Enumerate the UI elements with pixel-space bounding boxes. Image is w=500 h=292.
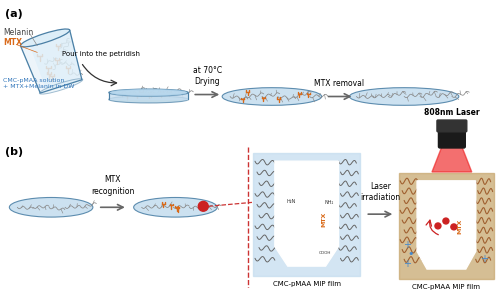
Text: at 70°C
Drying: at 70°C Drying [192,66,222,86]
Text: •: • [408,249,414,259]
FancyBboxPatch shape [399,173,494,279]
FancyBboxPatch shape [253,153,360,276]
Text: CMC-pMAA MIP film: CMC-pMAA MIP film [272,281,340,287]
Text: NH₂: NH₂ [324,200,334,205]
Polygon shape [417,181,476,269]
FancyBboxPatch shape [438,127,466,148]
Polygon shape [20,30,82,93]
Text: CMC-pMAA MIP film: CMC-pMAA MIP film [412,284,480,290]
Text: COOH: COOH [318,251,331,256]
Ellipse shape [20,29,70,47]
Circle shape [198,201,208,211]
Text: +: + [403,239,411,250]
Text: +: + [403,259,411,269]
Polygon shape [20,44,46,93]
Text: +: + [480,254,488,264]
Text: 808nm Laser: 808nm Laser [424,108,480,117]
Ellipse shape [109,96,188,103]
Text: Laser
irradiation: Laser irradiation [360,182,401,202]
Text: MTX removal: MTX removal [314,79,364,88]
Text: H₂N: H₂N [287,199,296,204]
Text: Pour into the petridish: Pour into the petridish [62,51,140,57]
Polygon shape [109,93,188,100]
Text: MTX
recognition: MTX recognition [91,175,134,196]
Polygon shape [275,161,338,266]
Polygon shape [432,147,472,172]
Text: (a): (a) [6,9,23,19]
Ellipse shape [134,197,217,217]
Ellipse shape [10,197,93,217]
Ellipse shape [109,89,188,96]
Circle shape [435,223,441,229]
Ellipse shape [222,88,322,105]
Ellipse shape [350,88,459,105]
Ellipse shape [111,89,186,96]
Text: MTX: MTX [322,211,326,227]
Circle shape [451,224,457,230]
Text: MTX: MTX [458,218,463,234]
Text: CMC-pMAA solution
+ MTX+Melanin in DW: CMC-pMAA solution + MTX+Melanin in DW [4,78,75,89]
Text: Melanin: Melanin [4,28,34,37]
FancyBboxPatch shape [437,120,467,132]
Text: (b): (b) [6,147,24,157]
Ellipse shape [40,79,83,94]
Text: MTX: MTX [4,38,22,47]
Circle shape [443,218,449,224]
